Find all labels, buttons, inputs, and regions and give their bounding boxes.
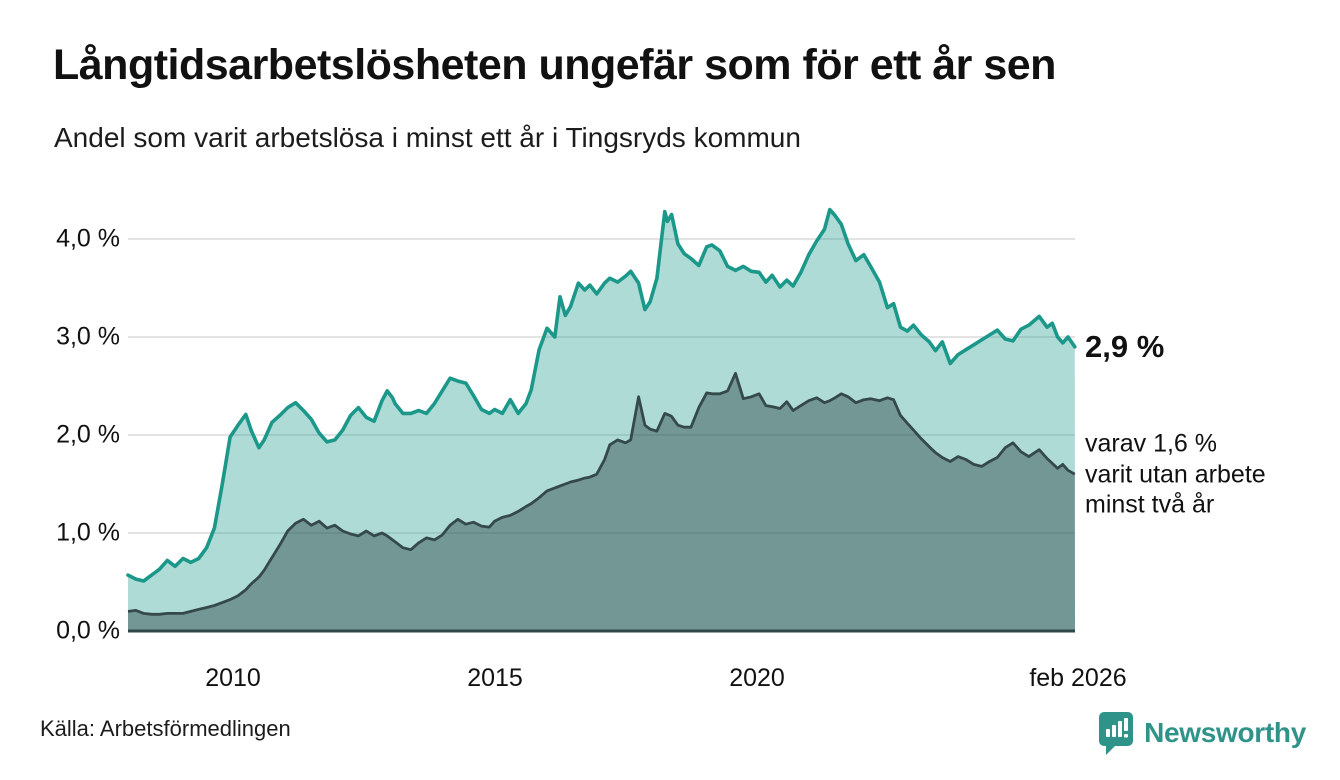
chart-subtitle: Andel som varit arbetslösa i minst ett å…	[54, 122, 801, 153]
y-tick-label: 2,0 %	[56, 420, 120, 449]
page-title: Långtidsarbetslösheten ungefär som för e…	[53, 41, 1056, 89]
y-tick-label: 0,0 %	[56, 616, 120, 645]
line-two-years	[127, 371, 1076, 616]
y-tick-label: 4,0 %	[56, 224, 120, 253]
line-one-year	[126, 207, 1077, 583]
area-fill-one-year	[128, 209, 1075, 631]
source-label: Källa: Arbetsförmedlingen	[40, 716, 291, 741]
area-fill-two-years	[128, 373, 1075, 631]
note-line: varav 1,6 %	[1085, 429, 1218, 458]
x-tick-label: feb 2026	[1029, 664, 1127, 692]
y-tick-label: 1,0 %	[56, 518, 120, 547]
x-tick-label: 2010	[205, 664, 261, 692]
latest-value-label: 2,9 %	[1085, 329, 1165, 364]
newsworthy-icon	[1099, 712, 1134, 755]
x-tick-label: 2015	[467, 664, 523, 692]
secondary-series-note: varav 1,6 % varit utan arbete minst två …	[1085, 428, 1266, 520]
note-line: minst två år	[1085, 490, 1215, 519]
brand-logo: Newsworthy	[1097, 710, 1306, 756]
note-line: varit utan arbete	[1085, 459, 1266, 488]
y-tick-label: 3,0 %	[56, 322, 120, 351]
x-tick-label: 2020	[729, 664, 785, 692]
brand-name: Newsworthy	[1144, 717, 1306, 748]
